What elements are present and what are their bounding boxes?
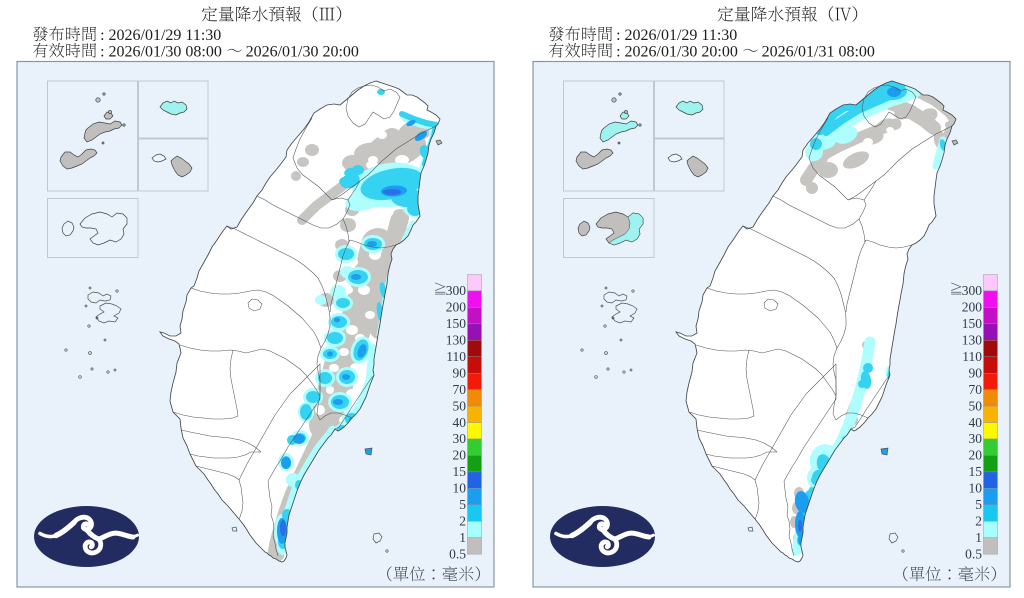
svg-text:10: 10 bbox=[453, 481, 467, 496]
svg-text:40: 40 bbox=[453, 415, 467, 430]
svg-text:15: 15 bbox=[453, 464, 467, 479]
svg-text:0.5: 0.5 bbox=[965, 546, 982, 561]
svg-text:0.5: 0.5 bbox=[449, 546, 466, 561]
svg-text:1: 1 bbox=[975, 530, 982, 545]
svg-text:30: 30 bbox=[453, 431, 467, 446]
svg-text:1: 1 bbox=[459, 530, 466, 545]
svg-text:200: 200 bbox=[446, 300, 467, 315]
svg-text:200: 200 bbox=[962, 300, 983, 315]
svg-text:20: 20 bbox=[969, 448, 983, 463]
svg-text:15: 15 bbox=[969, 464, 983, 479]
svg-text:110: 110 bbox=[962, 349, 982, 364]
svg-text:2026/01/31 08:00: 2026/01/31 08:00 bbox=[762, 43, 875, 60]
svg-text:300: 300 bbox=[446, 283, 467, 298]
svg-text:20: 20 bbox=[453, 448, 467, 463]
svg-text:: 2026/01/29 11:30: : 2026/01/29 11:30 bbox=[616, 27, 737, 44]
svg-text:30: 30 bbox=[969, 431, 983, 446]
svg-text:150: 150 bbox=[962, 316, 983, 331]
svg-text:5: 5 bbox=[459, 497, 466, 512]
svg-text:130: 130 bbox=[446, 333, 467, 348]
svg-text:5: 5 bbox=[975, 497, 982, 512]
svg-text:2026/01/30 20:00: 2026/01/30 20:00 bbox=[246, 43, 359, 60]
svg-text:90: 90 bbox=[969, 365, 983, 380]
svg-text:: 2026/01/30 20:00: : 2026/01/30 20:00 bbox=[616, 43, 738, 60]
svg-text:50: 50 bbox=[453, 398, 467, 413]
svg-text:2: 2 bbox=[459, 513, 466, 528]
svg-text:90: 90 bbox=[453, 365, 467, 380]
svg-text:40: 40 bbox=[969, 415, 983, 430]
svg-text:10: 10 bbox=[969, 481, 983, 496]
svg-text:50: 50 bbox=[969, 398, 983, 413]
svg-text:130: 130 bbox=[962, 333, 983, 348]
svg-text:300: 300 bbox=[962, 283, 983, 298]
svg-text:70: 70 bbox=[969, 382, 983, 397]
svg-text:: 2026/01/30 08:00: : 2026/01/30 08:00 bbox=[100, 43, 222, 60]
svg-text:2: 2 bbox=[975, 513, 982, 528]
svg-text:: 2026/01/29 11:30: : 2026/01/29 11:30 bbox=[100, 27, 221, 44]
svg-text:70: 70 bbox=[453, 382, 467, 397]
svg-text:150: 150 bbox=[446, 316, 467, 331]
svg-text:110: 110 bbox=[446, 349, 466, 364]
